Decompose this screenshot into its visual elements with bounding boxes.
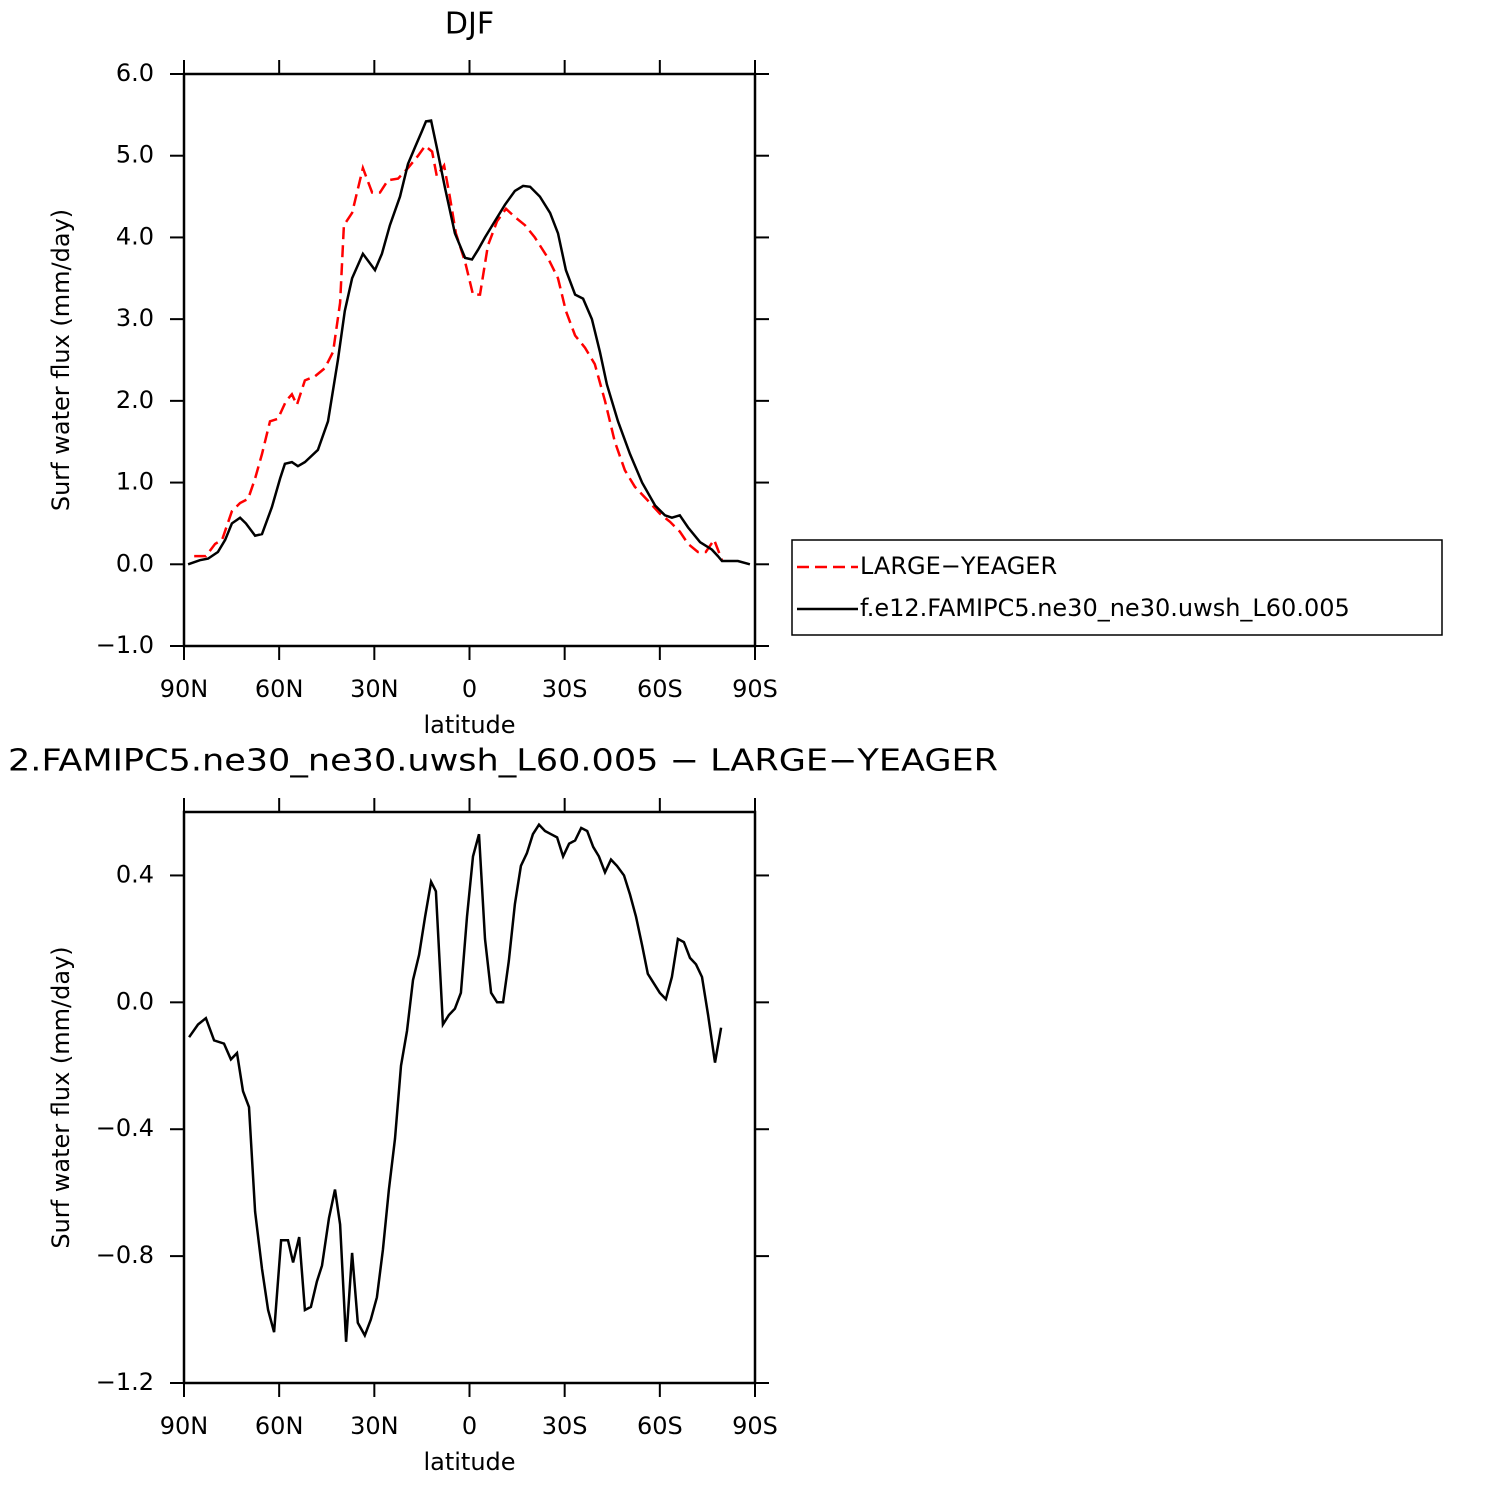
y-tick-label: −0.4 (96, 1114, 154, 1142)
x-tick-label: 30S (542, 1412, 588, 1440)
x-tick-label: 0 (462, 1412, 477, 1440)
x-axis-label: latitude (423, 711, 515, 739)
y-tick-label: −1.0 (96, 631, 154, 659)
data-line (187, 119, 751, 566)
y-tick-label: −1.2 (96, 1368, 154, 1396)
x-tick-label: 30N (350, 1412, 399, 1440)
x-tick-label: 90S (732, 675, 778, 703)
legend-label: LARGE−YEAGER (860, 552, 1057, 580)
y-tick-label: 3.0 (116, 304, 154, 332)
y-axis-label: Surf water flux (mm/day) (47, 209, 75, 511)
chart-title: 2.FAMIPC5.ne30_ne30.uwsh_L60.005 − LARGE… (8, 744, 998, 779)
plot-frame (182, 72, 757, 648)
x-tick-label: 60N (255, 1412, 304, 1440)
x-tick-label: 60S (637, 675, 683, 703)
x-tick-label: 90N (160, 675, 209, 703)
chart-title: DJF (445, 7, 494, 42)
y-tick-label: 0.4 (116, 860, 154, 888)
x-axis-label: latitude (423, 1448, 515, 1476)
x-tick-label: 30N (350, 675, 399, 703)
x-tick-label: 60N (255, 675, 304, 703)
x-tick-label: 30S (542, 675, 588, 703)
legend-box (791, 539, 1443, 636)
x-tick-label: 0 (462, 675, 477, 703)
y-tick-label: 4.0 (116, 222, 154, 250)
x-tick-label: 90N (160, 1412, 209, 1440)
x-tick-label: 60S (637, 1412, 683, 1440)
y-tick-label: 0.0 (116, 987, 154, 1015)
y-tick-label: 2.0 (116, 386, 154, 414)
y-axis-label: Surf water flux (mm/day) (47, 946, 75, 1248)
y-tick-label: 0.0 (116, 549, 154, 577)
y-tick-label: 5.0 (116, 141, 154, 169)
x-tick-label: 90S (732, 1412, 778, 1440)
y-tick-label: 1.0 (116, 468, 154, 496)
y-tick-label: 6.0 (116, 59, 154, 87)
plot-frame (182, 810, 757, 1385)
data-line (188, 822, 723, 1342)
y-tick-label: −0.8 (96, 1241, 154, 1269)
legend-label: f.e12.FAMIPC5.ne30_ne30.uwsh_L60.005 (860, 594, 1350, 622)
